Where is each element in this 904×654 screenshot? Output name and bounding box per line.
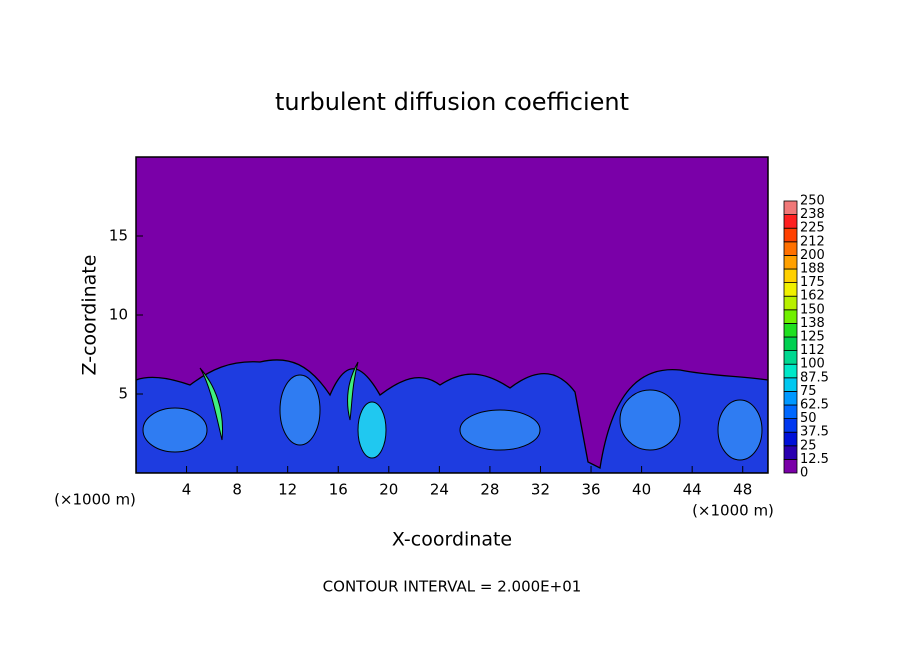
colorbar-label: 250 <box>800 194 825 209</box>
chart-title: turbulent diffusion coefficient <box>275 88 629 116</box>
x-tick-label: 44 <box>683 481 702 499</box>
field-patch <box>459 409 541 451</box>
colorbar-label: 212 <box>800 234 825 249</box>
colorbar-label: 175 <box>800 275 825 290</box>
y-tick-label: 5 <box>118 385 128 403</box>
colorbar-box <box>783 295 798 311</box>
field-patch <box>199 367 224 441</box>
colorbar-label: 200 <box>800 248 825 263</box>
colorbar-label: 138 <box>800 316 825 331</box>
x-tick-label: 40 <box>632 481 651 499</box>
field-patch <box>717 399 763 461</box>
x-tick-label: 12 <box>278 481 297 499</box>
colorbar-box <box>783 431 798 447</box>
field-patch <box>357 401 387 459</box>
colorbar-box <box>783 214 798 229</box>
colorbar-label: 62.5 <box>800 398 829 413</box>
colorbar-box <box>783 336 798 352</box>
x-tick-label: 16 <box>329 481 348 499</box>
field-patch <box>347 361 359 421</box>
x-tick-label: 20 <box>379 481 398 499</box>
colorbar-label: 112 <box>800 343 825 358</box>
y-axis-label: Z-coordinate <box>79 255 101 376</box>
colorbar-box <box>783 268 798 284</box>
y-tick-label: 10 <box>109 306 128 324</box>
colorbar-label: 87.5 <box>800 370 829 385</box>
colorbar-label: 150 <box>800 302 825 317</box>
colorbar-box <box>783 350 798 365</box>
colorbar-label: 0 <box>800 466 808 481</box>
colorbar-box <box>783 322 798 338</box>
colorbar-label: 225 <box>800 221 825 236</box>
x-unit-label: (×1000 m) <box>692 502 774 520</box>
footnote: CONTOUR INTERVAL = 2.000E+01 <box>323 578 582 596</box>
colorbar-box <box>783 254 798 270</box>
x-tick-label: 8 <box>232 481 242 499</box>
colorbar-label: 75 <box>800 384 817 399</box>
colorbar-label: 25 <box>800 438 817 453</box>
colorbar-box <box>783 363 798 379</box>
field <box>136 359 768 473</box>
colorbar-label: 37.5 <box>800 425 829 440</box>
x-unit-label: (×1000 m) <box>54 491 136 509</box>
field-patch <box>619 389 681 451</box>
colorbar-label: 100 <box>800 357 825 372</box>
colorbar-label: 12.5 <box>800 452 829 467</box>
colorbar-label: 238 <box>800 207 825 222</box>
x-axis-label: X-coordinate <box>392 529 512 551</box>
colorbar-label: 50 <box>800 411 817 426</box>
colorbar-box <box>783 309 798 324</box>
colorbar-label: 162 <box>800 289 825 304</box>
x-tick-label: 28 <box>480 481 499 499</box>
x-tick-label: 24 <box>430 481 449 499</box>
x-tick-label: 36 <box>581 481 600 499</box>
colorbar-box <box>783 377 798 392</box>
colorbar-box <box>783 282 798 297</box>
x-tick-label: 48 <box>733 481 752 499</box>
field-patch <box>142 407 208 453</box>
colorbar-box <box>783 458 798 474</box>
colorbar-box <box>783 418 798 433</box>
x-tick-label: 32 <box>531 481 550 499</box>
colorbar-box <box>783 227 798 243</box>
colorbar-box <box>783 404 798 420</box>
colorbar-label: 188 <box>800 262 825 277</box>
colorbar-box <box>783 390 798 406</box>
colorbar-box <box>783 241 798 256</box>
colorbar-label: 125 <box>800 330 825 345</box>
x-tick-label: 4 <box>182 481 192 499</box>
colorbar-box <box>783 200 798 216</box>
field-patch <box>279 374 321 446</box>
colorbar-box <box>783 445 798 460</box>
y-tick-label: 15 <box>109 227 128 245</box>
